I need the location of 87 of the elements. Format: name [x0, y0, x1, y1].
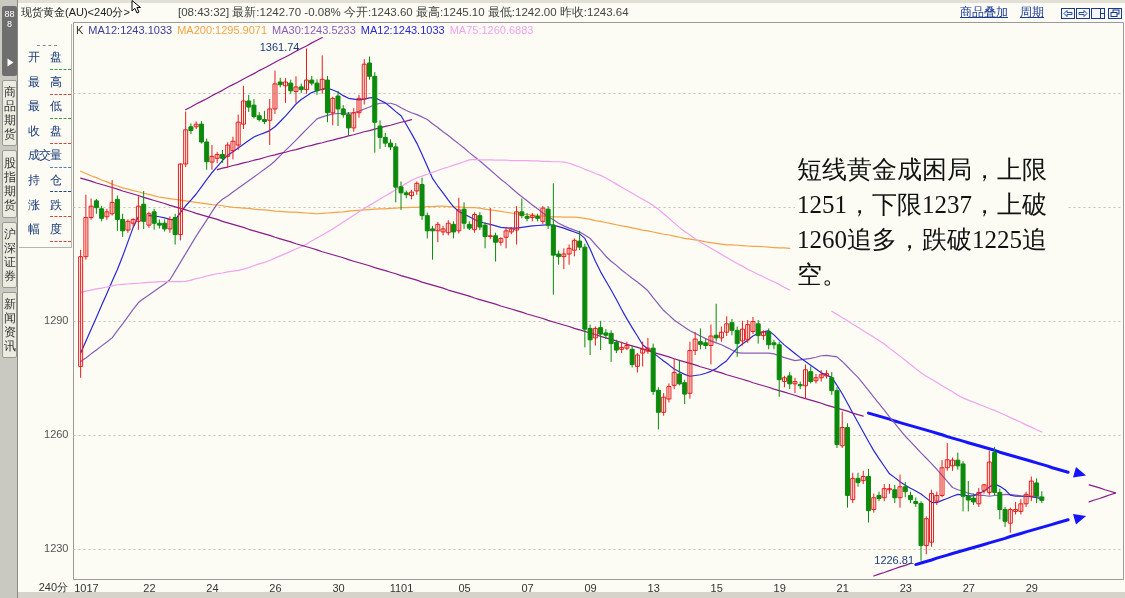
text: 最高 [28, 74, 72, 90]
x-tick-label: 15 [710, 581, 723, 594]
candlestick [330, 96, 336, 126]
candlestick [855, 472, 861, 488]
candlestick [634, 352, 640, 373]
annotation: K [76, 24, 84, 36]
candlestick [792, 377, 798, 394]
text: 持仓 [28, 172, 72, 188]
line-series [185, 36, 323, 111]
candlestick [188, 122, 194, 135]
text: 幅度 [28, 221, 72, 237]
text: 沪深证券 [2, 227, 17, 283]
x-tick-label: 26 [269, 581, 282, 594]
x-tick-label: 07 [521, 581, 534, 594]
text: 开盘 [28, 49, 72, 65]
candlestick [592, 326, 598, 346]
x-tick-label: 05 [458, 581, 471, 594]
text: 商品期货 [2, 85, 17, 141]
text: 成交量 [28, 147, 61, 163]
candlestick [282, 77, 288, 104]
annotation: 1226.81 [874, 553, 915, 566]
candlestick [493, 232, 499, 263]
x-tick-label: 21 [836, 581, 849, 594]
text: 240分 [37, 580, 68, 595]
line-series [867, 411, 1070, 474]
candlestick [755, 319, 761, 345]
candlestick [303, 47, 309, 95]
candlestick [172, 213, 178, 245]
candlestick [839, 411, 845, 449]
x-tick-label: 27 [962, 581, 975, 594]
line-series [914, 518, 1070, 567]
candlestick [319, 54, 325, 95]
x-tick-label: 23 [899, 581, 912, 594]
candlestick [976, 487, 982, 508]
candlestick [141, 190, 147, 230]
y-tick-label: 1230 [44, 542, 69, 555]
text: 888 [3, 9, 16, 29]
annotation: 短线黄金成困局，上限1251，下限1237，上破1260追多，跌破1225追空。 [795, 140, 1068, 310]
candlestick [456, 197, 462, 234]
candlestick [871, 493, 877, 514]
x-tick-label: 13 [647, 581, 660, 594]
candlestick [850, 472, 856, 504]
y-tick-label: 1260 [44, 428, 69, 441]
candlestick [135, 195, 141, 231]
candlestick [1034, 477, 1040, 504]
text: MA200:1295.9071 [177, 24, 268, 36]
x-tick-label: 1017 [74, 581, 99, 594]
candlestick [897, 474, 903, 509]
text: 周期 [1020, 5, 1044, 20]
text: 商品叠加 [960, 5, 1008, 20]
text: 新闻资讯 [2, 297, 17, 353]
text: 股指期货 [2, 156, 17, 212]
text: 最低 [28, 98, 72, 114]
candlestick [524, 212, 530, 222]
x-tick-label: 09 [584, 581, 597, 594]
line-series [80, 170, 791, 249]
text: 收盘 [28, 123, 72, 139]
x-tick-label: 24 [206, 581, 219, 594]
candlestick [472, 211, 478, 234]
line-series [216, 118, 413, 171]
candlestick [487, 207, 493, 240]
candlestick [146, 211, 152, 229]
x-tick-label: 30 [332, 581, 345, 594]
x-tick-label: 19 [773, 581, 786, 594]
candlestick [802, 363, 808, 400]
y-tick-label: 1290 [44, 314, 69, 327]
text: 涨跌 [28, 197, 72, 213]
text: MA12:1243.1033 [360, 24, 445, 36]
chart-subtitle: [08:43:32] 最新:1242.70 -0.08% 今开:1243.60 最高:1245.10 最低:1242.00 昨收:1243.64 [178, 5, 629, 20]
candlestick [708, 324, 714, 365]
candlestick [629, 345, 635, 369]
chart-title: 现货黄金(AU)<240分> [21, 5, 130, 20]
annotation: MA12:1243.1033 [88, 24, 173, 36]
x-tick-label: 29 [1025, 581, 1038, 594]
candlestick [167, 215, 173, 234]
candlestick [713, 303, 719, 343]
candlestick [671, 358, 677, 390]
candlestick [892, 484, 898, 504]
candlestick [519, 198, 525, 219]
x-tick-label: 22 [143, 581, 156, 594]
text: MA75:1260.6883 [449, 24, 534, 36]
text: MA30:1243.5233 [272, 24, 356, 36]
annotation: 1361.74 [259, 41, 300, 54]
x-tick-label: 1101 [389, 581, 414, 594]
candlestick [293, 75, 299, 104]
candlestick [461, 201, 467, 230]
candlestick [876, 491, 882, 502]
